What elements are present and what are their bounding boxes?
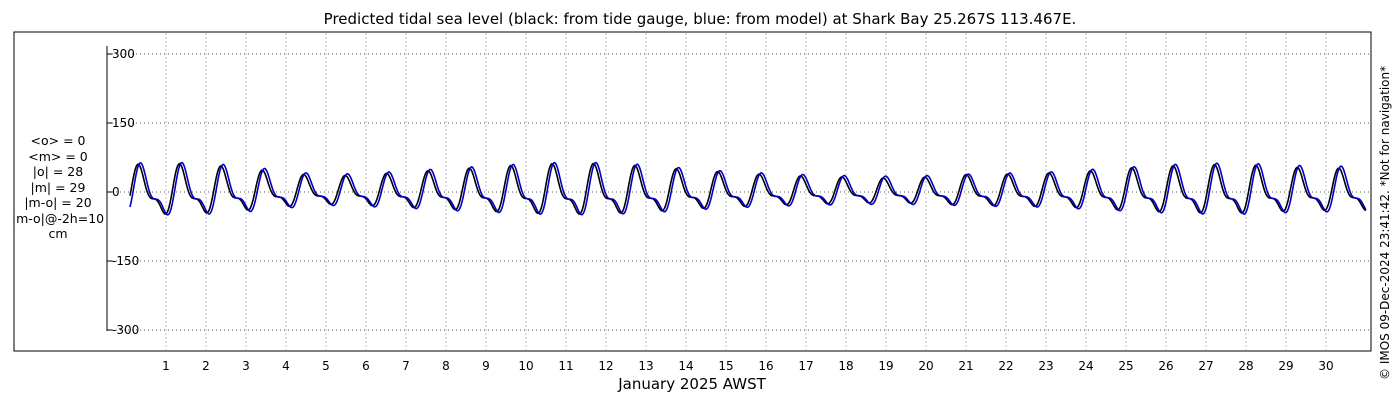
x-tick-label: 2: [202, 359, 210, 373]
x-tick-label: 15: [718, 359, 733, 373]
stat-abs-obs: |o| = 28: [32, 164, 84, 179]
x-tick-label: 10: [518, 359, 533, 373]
x-tick-label: 29: [1278, 359, 1293, 373]
x-tick-label: 30: [1318, 359, 1333, 373]
x-tick-label: 17: [798, 359, 813, 373]
x-tick-label: 23: [1038, 359, 1053, 373]
stat-mean-obs: <o> = 0: [30, 133, 86, 148]
y-tick-label: 150: [112, 116, 135, 130]
x-tick-label: 25: [1118, 359, 1133, 373]
x-tick-label: 3: [242, 359, 250, 373]
credit-text: © IMOS 09-Dec-2024 23:41:42. *Not for na…: [1378, 65, 1392, 380]
x-axis-label: January 2025 AWST: [618, 375, 766, 393]
stat-mean-model: <m> = 0: [28, 148, 88, 164]
x-tick-label: 21: [958, 359, 973, 373]
y-tick-label: 300: [112, 47, 135, 61]
x-tick-label: 11: [558, 359, 573, 373]
y-grid: [107, 53, 1370, 331]
y-tick-label: -300: [112, 323, 139, 337]
x-tick-label: 5: [322, 359, 330, 373]
x-tick-labels: 1 2 3 4 5 6 7 8 9 10 11 12 13 14 15 16 17 18 19 20 21 22 23 24 2…: [162, 359, 1333, 373]
x-tick-label: 28: [1238, 359, 1253, 373]
y-tick-labels: 300 150 0 -150 -300: [112, 47, 139, 337]
y-tick-label: -150: [112, 254, 139, 268]
x-tick-label: 4: [282, 359, 290, 373]
x-tick-label: 16: [758, 359, 773, 373]
model-line: [129, 161, 1367, 216]
x-tick-label: 14: [678, 359, 693, 373]
x-tick-label: 18: [838, 359, 853, 373]
chart-title: Predicted tidal sea level (black: from t…: [323, 10, 1077, 28]
x-tick-label: 6: [362, 359, 370, 373]
stat-abs-model: |m| = 29: [30, 179, 86, 195]
stat-units: cm: [48, 226, 68, 241]
x-grid: [165, 33, 1327, 350]
x-tick-label: 24: [1078, 359, 1093, 373]
statistics-panel: <o> = 0 <m> = 0 |o| = 28 |m| = 29 |m-o| …: [8, 133, 108, 242]
x-tick-label: 27: [1198, 359, 1213, 373]
stat-abs-diff: |m-o| = 20: [24, 195, 92, 210]
x-tick-label: 1: [162, 359, 170, 373]
x-tick-label: 7: [402, 359, 410, 373]
x-tick-label: 8: [442, 359, 450, 373]
x-tick-label: 13: [638, 359, 653, 373]
x-tick-label: 22: [998, 359, 1013, 373]
y-tick-label: 0: [112, 185, 120, 199]
x-tick-label: 9: [482, 359, 490, 373]
x-tick-label: 12: [598, 359, 613, 373]
stat-abs-diff-lag: |m-o|@-2h=10: [11, 210, 105, 226]
x-tick-label: 20: [918, 359, 933, 373]
x-tick-label: 19: [878, 359, 893, 373]
x-tick-label: 26: [1158, 359, 1173, 373]
